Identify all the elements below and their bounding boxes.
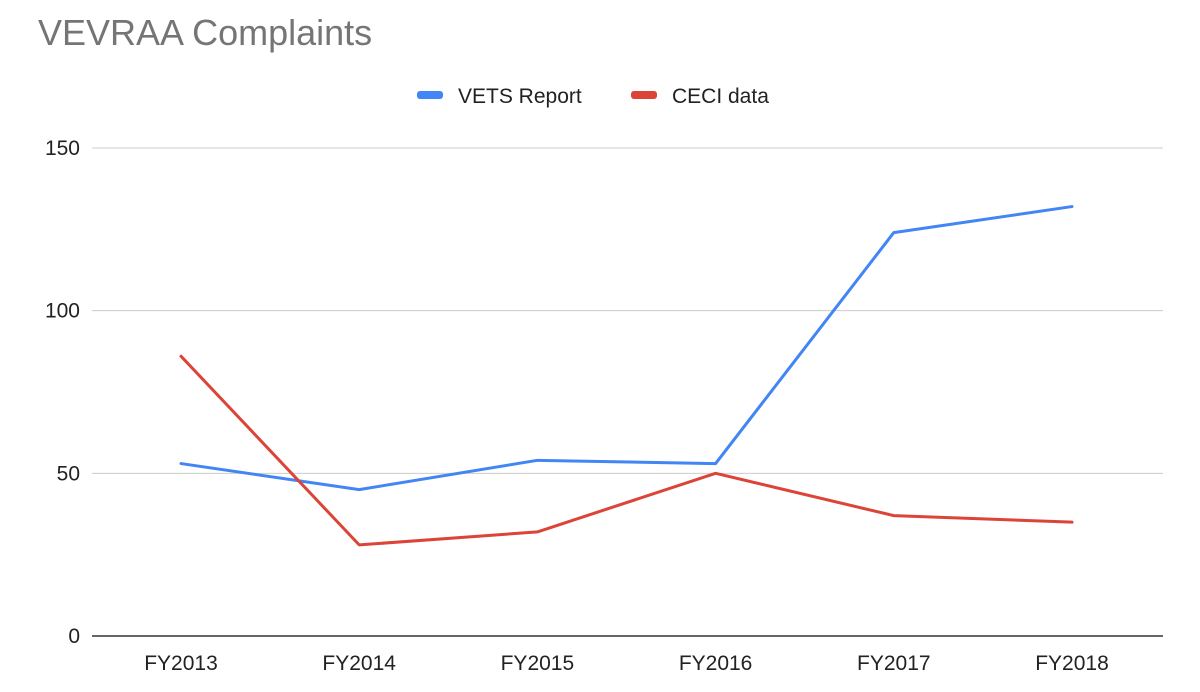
y-tick-label: 100 — [45, 300, 80, 323]
x-tick-label: FY2015 — [501, 652, 575, 675]
x-tick-label: FY2017 — [857, 652, 931, 675]
series-line-ceci-data — [179, 354, 1074, 547]
gridlines — [92, 147, 1163, 637]
y-tick-label: 0 — [68, 625, 80, 648]
legend-swatch — [417, 91, 443, 99]
legend-label: VETS Report — [458, 85, 582, 108]
x-tick-label: FY2018 — [1035, 652, 1109, 675]
legend-label: CECI data — [672, 85, 769, 108]
chart-title: VEVRAA Complaints — [38, 12, 373, 53]
series-lines — [179, 205, 1074, 547]
y-tick-label: 50 — [57, 462, 80, 485]
x-tick-label: FY2014 — [322, 652, 396, 675]
x-axis: FY2013 FY2014 FY2015 FY2016 FY2017 FY2018 — [144, 652, 1109, 675]
x-tick-label: FY2013 — [144, 652, 218, 675]
x-tick-label: FY2016 — [679, 652, 753, 675]
legend: VETS Report CECI data — [417, 85, 769, 108]
legend-swatch — [631, 91, 657, 99]
y-axis: 0 50 100 150 — [45, 137, 80, 648]
y-tick-label: 150 — [45, 137, 80, 160]
series-line-vets-report — [179, 205, 1074, 492]
